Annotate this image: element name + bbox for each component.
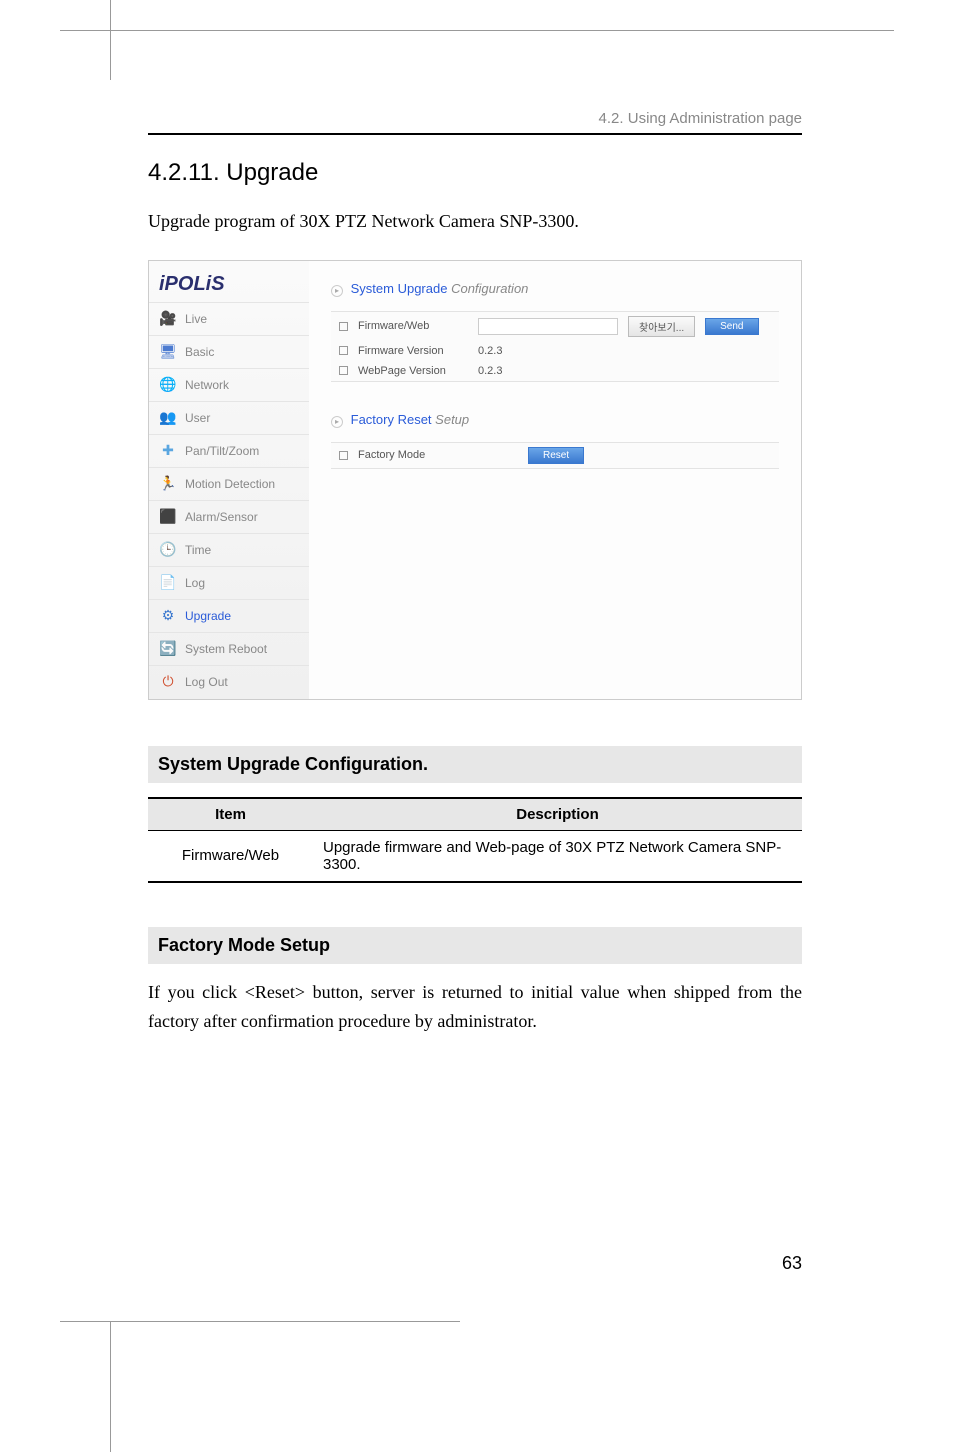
config-row: Firmware/Web 찾아보기... Send [331,312,779,341]
sidebar-item-label: Live [185,312,207,326]
square-icon [339,322,348,331]
sidebar-item-motion-detection[interactable]: 🏃 Motion Detection [149,467,309,500]
th-desc: Description [313,798,802,831]
sidebar-icon: 🕒 [159,541,177,559]
reset-block: Factory Mode Reset [331,442,779,469]
row-label: Factory Mode [358,449,518,461]
row-label: Firmware Version [358,345,468,357]
sidebar-item-system-reboot[interactable]: 🔄 System Reboot [149,632,309,665]
sidebar-icon: 📄 [159,574,177,592]
sidebar-icon: ⬛ [159,508,177,526]
sidebar-item-alarm-sensor[interactable]: ⬛ Alarm/Sensor [149,500,309,533]
config-row: Firmware Version 0.2.3 [331,341,779,361]
sidebar-item-live[interactable]: 🎥 Live [149,302,309,335]
binding-line-bottom [110,1322,111,1452]
square-icon [339,366,348,375]
logo: iPOLiS [149,261,309,302]
sidebar-item-basic[interactable]: 🖥 Basic [149,335,309,368]
sidebar-item-time[interactable]: 🕒 Time [149,533,309,566]
top-rule [60,30,894,31]
config-row: WebPage Version 0.2.3 [331,361,779,381]
page-content: 4.2. Using Administration page 4.2.11. U… [148,110,802,1059]
send-button[interactable]: Send [705,318,758,335]
sidebar-item-label: System Reboot [185,642,267,656]
sidebar-icon: ⚙ [159,607,177,625]
sidebar-icon: ⏻ [159,673,177,691]
header-breadcrumb: 4.2. Using Administration page [148,110,802,135]
sidebar-item-label: Log Out [185,675,228,689]
square-icon [339,451,348,460]
th-item: Item [148,798,313,831]
sidebar-icon: 🖥 [159,343,177,361]
firmware-input[interactable] [478,318,618,335]
row-value: 0.2.3 [478,345,502,357]
sidebar-item-label: Basic [185,345,214,359]
sidebar-item-label: Network [185,378,229,392]
sidebar-item-log[interactable]: 📄 Log [149,566,309,599]
sec1-sub: Configuration [451,281,528,296]
description-table: Item Description Firmware/Web Upgrade fi… [148,797,802,883]
sidebar-item-label: Motion Detection [185,477,275,491]
upgrade-block: Firmware/Web 찾아보기... Send Firmware Version 0… [331,311,779,382]
sidebar-icon: ✚ [159,442,177,460]
td-desc: Upgrade firmware and Web-page of 30X PTZ… [313,830,802,882]
section2-text: If you click <Reset> button, server is r… [148,978,802,1036]
table-row: Firmware/Web Upgrade firmware and Web-pa… [148,830,802,882]
sidebar-icon: 👥 [159,409,177,427]
sidebar-item-label: Alarm/Sensor [185,510,258,524]
sidebar-item-pan-tilt-zoom[interactable]: ✚ Pan/Tilt/Zoom [149,434,309,467]
admin-ui-screenshot: iPOLiS 🎥 Live 🖥 Basic 🌐 Network 👥 User ✚ Pan/Tilt… [148,260,802,700]
row-label: WebPage Version [358,365,468,377]
page-number: 63 [782,1253,802,1274]
section2-heading: Factory Mode Setup [148,927,802,964]
config-row: Factory Mode Reset [331,443,779,468]
section1-heading: System Upgrade Configuration. [148,746,802,783]
sec2-title: Factory Reset [351,412,432,427]
main-pane: ▸ System Upgrade Configuration Firmware/… [309,261,801,699]
sec2-sub: Setup [435,412,469,427]
section-upgrade-title: ▸ System Upgrade Configuration [331,277,779,311]
bullet-icon: ▸ [331,416,343,428]
sidebar-item-label: Upgrade [185,609,231,623]
sidebar-item-network[interactable]: 🌐 Network [149,368,309,401]
row-value: 0.2.3 [478,365,502,377]
bullet-icon: ▸ [331,285,343,297]
reset-button[interactable]: Reset [528,447,584,464]
section-title: 4.2.11. Upgrade [148,159,802,187]
sidebar-item-label: Log [185,576,205,590]
sidebar-icon: 🎥 [159,310,177,328]
sidebar-item-label: User [185,411,210,425]
sidebar-item-user[interactable]: 👥 User [149,401,309,434]
browse-button[interactable]: 찾아보기... [628,316,695,337]
sidebar-item-log-out[interactable]: ⏻ Log Out [149,665,309,698]
sidebar-icon: 🏃 [159,475,177,493]
intro-text: Upgrade program of 30X PTZ Network Camer… [148,207,802,236]
sidebar-item-upgrade[interactable]: ⚙ Upgrade [149,599,309,632]
sidebar: iPOLiS 🎥 Live 🖥 Basic 🌐 Network 👥 User ✚ Pan/Tilt… [149,261,309,699]
section-reset-title: ▸ Factory Reset Setup [331,408,779,442]
sidebar-icon: 🔄 [159,640,177,658]
sec1-title: System Upgrade [351,281,448,296]
bottom-rule [60,1321,460,1322]
td-item: Firmware/Web [148,830,313,882]
binding-line-top [110,0,111,80]
square-icon [339,346,348,355]
row-label: Firmware/Web [358,320,468,332]
sidebar-item-label: Time [185,543,211,557]
sidebar-icon: 🌐 [159,376,177,394]
sidebar-item-label: Pan/Tilt/Zoom [185,444,259,458]
